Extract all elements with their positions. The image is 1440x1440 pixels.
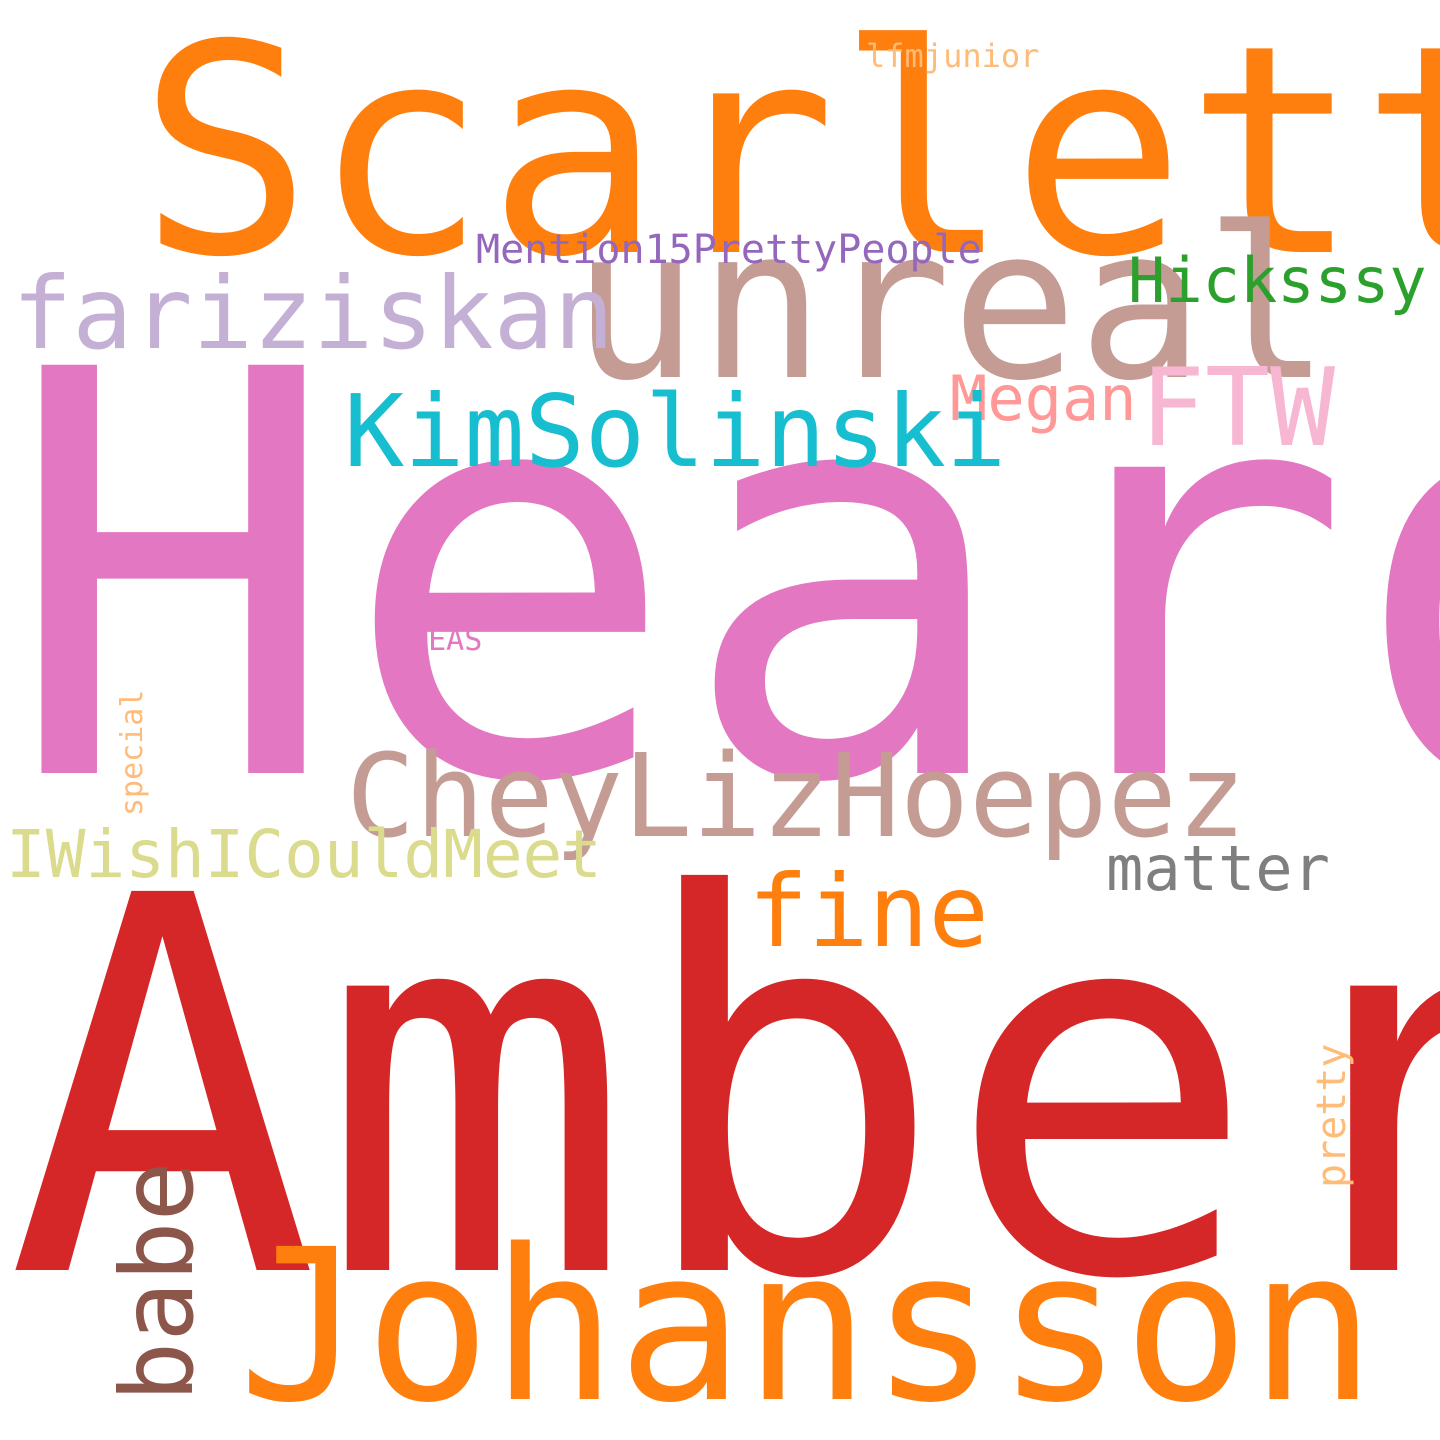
word-matter: matter bbox=[1106, 832, 1330, 905]
word-special: special bbox=[115, 689, 150, 816]
word-kimsolinski: KimSolinski bbox=[344, 373, 1007, 490]
word-fine: fine bbox=[748, 853, 989, 970]
word-heard: Heard bbox=[4, 254, 1440, 906]
word-pretty: pretty bbox=[1309, 1043, 1355, 1189]
word-hueas: HUEAS bbox=[392, 623, 483, 658]
word-ftw: FTW bbox=[1140, 346, 1336, 471]
word-cheylizhoepez: CheyLizHoepez bbox=[346, 730, 1247, 864]
word-lfmjunior: lfmjunior bbox=[866, 37, 1040, 75]
word-megan: Megan bbox=[950, 362, 1137, 435]
word-babe: babe bbox=[99, 1161, 216, 1402]
word-hicksssy: Hicksssy bbox=[1128, 244, 1427, 317]
word-scarlett: Scarlett bbox=[138, 0, 1440, 321]
word-fariziskan: fariziskan bbox=[12, 255, 615, 372]
word-johansson: Johansson bbox=[238, 1204, 1376, 1440]
word-amber: Amber bbox=[6, 787, 1440, 1393]
word-iwishicouldmeet: IWishICouldMeet bbox=[6, 816, 603, 893]
word-unreal: unreal bbox=[572, 182, 1331, 427]
word-mention15prettypeople: Mention15PrettyPeople bbox=[476, 227, 982, 273]
